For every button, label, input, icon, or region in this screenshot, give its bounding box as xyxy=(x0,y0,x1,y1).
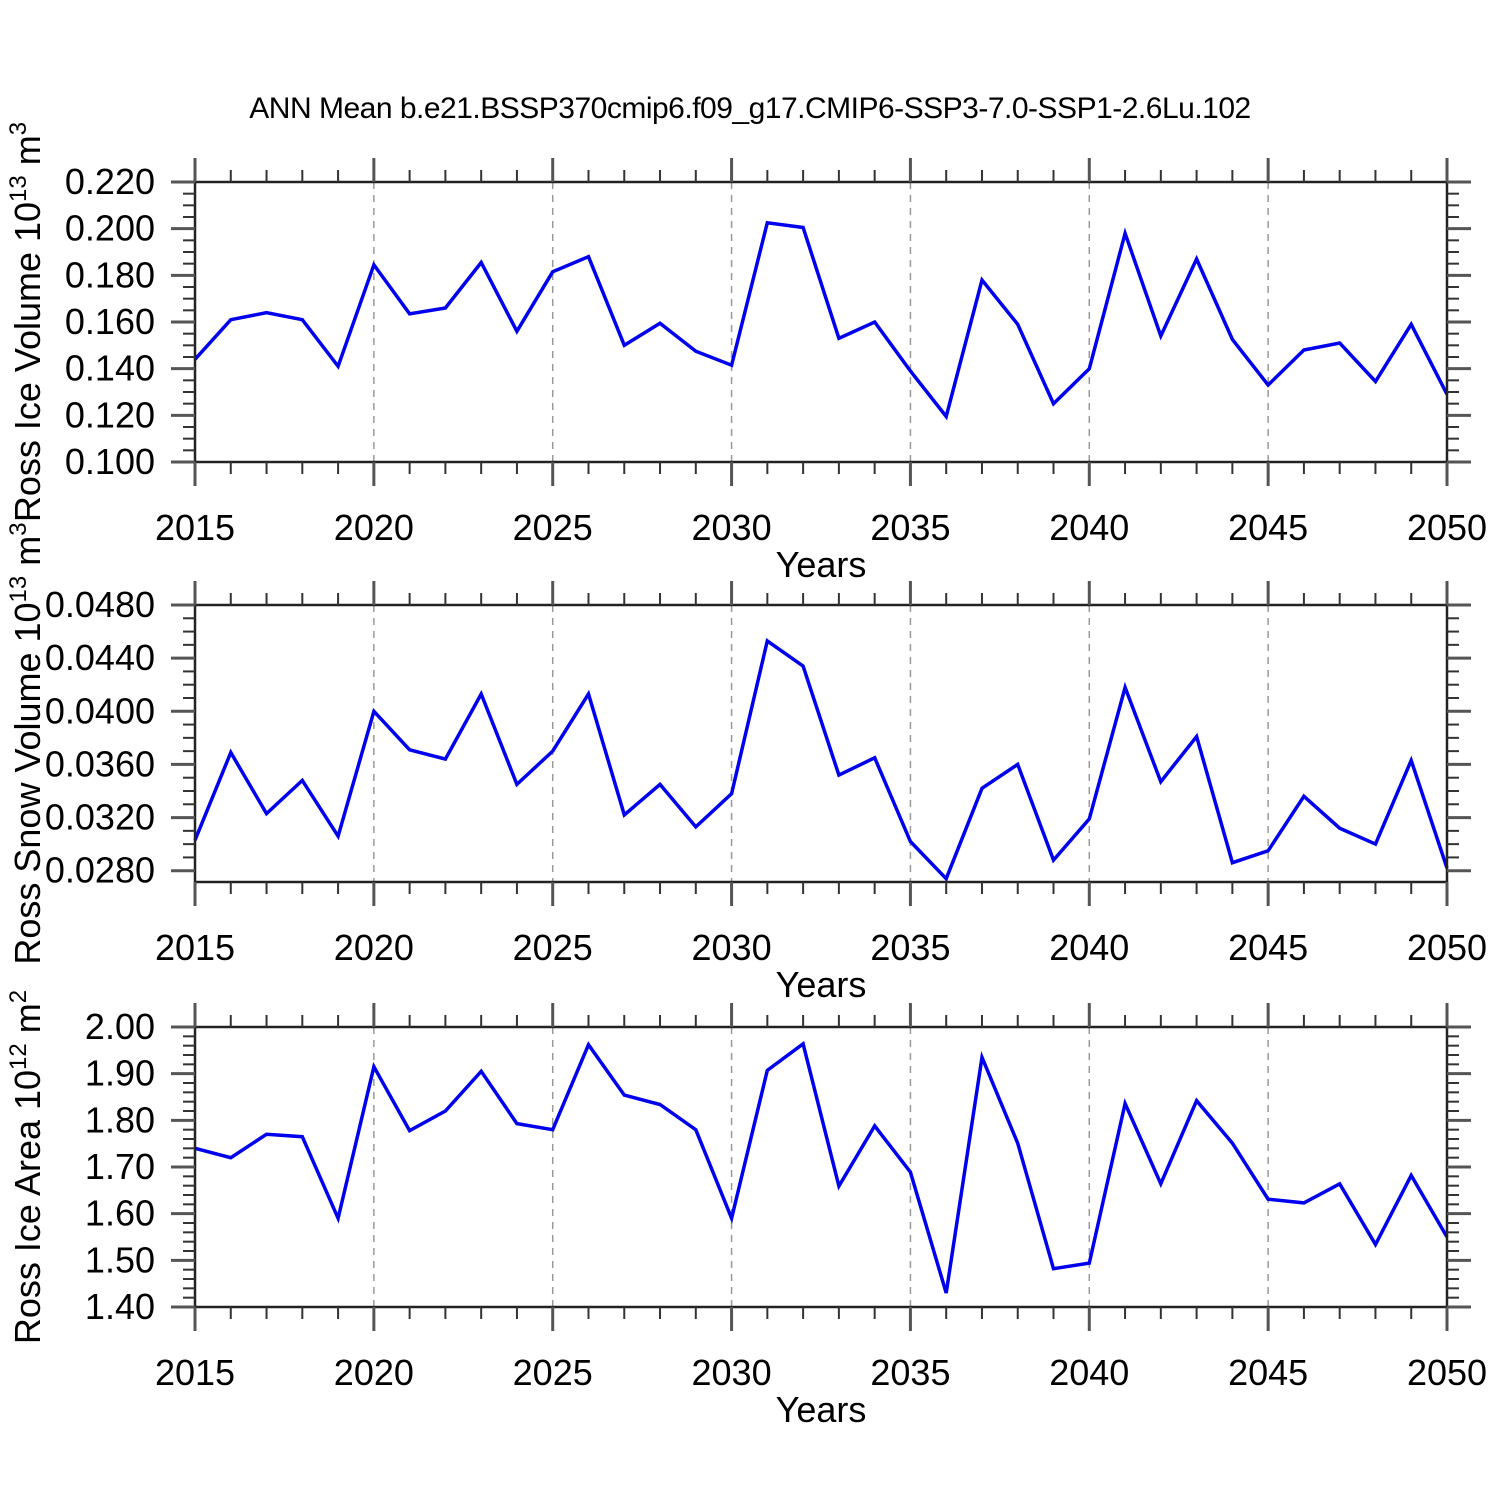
y-tick-label: 2.00 xyxy=(85,1006,155,1047)
x-tick-label: 2030 xyxy=(692,927,772,968)
x-tick-label: 2015 xyxy=(155,1352,235,1393)
x-tick-label: 2025 xyxy=(513,1352,593,1393)
y-tick-label: 1.80 xyxy=(85,1099,155,1140)
x-tick-label: 2030 xyxy=(692,507,772,548)
chart-ross-ice-volume: 0.100 0.120 0.140 0.160 0.180 0.200 0.220 2015 2… xyxy=(5,122,1487,585)
y-tick-label: 0.160 xyxy=(65,301,155,342)
figure-title: ANN Mean b.e21.BSSP370cmip6.f09_g17.CMIP… xyxy=(249,92,1250,125)
x-tick-label: 2040 xyxy=(1049,507,1129,548)
x-tick-label: 2045 xyxy=(1228,507,1308,548)
x-tick-label: 2050 xyxy=(1407,1352,1487,1393)
x-tick-label: 2025 xyxy=(513,927,593,968)
y-tick-label: 0.220 xyxy=(65,161,155,202)
x-tick-label: 2050 xyxy=(1407,927,1487,968)
y-tick-label: 0.0280 xyxy=(45,850,155,891)
x-axis-title: Years xyxy=(776,964,867,1005)
x-tick-label: 2045 xyxy=(1228,927,1308,968)
y-tick-label: 1.40 xyxy=(85,1286,155,1327)
x-tick-label: 2035 xyxy=(870,507,950,548)
y-tick-label: 0.180 xyxy=(65,254,155,295)
x-tick-label: 2040 xyxy=(1049,927,1129,968)
x-tick-label: 2040 xyxy=(1049,1352,1129,1393)
x-tick-label: 2020 xyxy=(334,927,414,968)
data-line xyxy=(194,1040,1449,1294)
x-tick-label: 2020 xyxy=(334,1352,414,1393)
data-line xyxy=(193,637,1449,882)
y-tick-label: 1.90 xyxy=(85,1053,155,1094)
y-tick-label: 0.120 xyxy=(65,394,155,435)
y-tick-label: 1.70 xyxy=(85,1146,155,1187)
y-tick-label: 1.50 xyxy=(85,1239,155,1280)
x-tick-label: 2020 xyxy=(334,507,414,548)
x-tick-label: 2035 xyxy=(870,1352,950,1393)
x-tick-label: 2025 xyxy=(513,507,593,548)
y-axis-title: Ross Snow Volume 1013 m3 xyxy=(5,522,48,964)
data-line xyxy=(193,220,1449,421)
y-tick-label: 0.0400 xyxy=(45,690,155,731)
x-tick-label: 2030 xyxy=(692,1352,772,1393)
plot-border xyxy=(193,603,1449,884)
plot-border xyxy=(193,180,1449,464)
x-tick-label: 2035 xyxy=(870,927,950,968)
x-axis-title: Years xyxy=(776,1389,867,1430)
plot-border xyxy=(193,1025,1449,1309)
y-tick-label: 0.140 xyxy=(65,348,155,389)
chart-ross-snow-volume: 0.0280 0.0320 0.0360 0.0400 0.0440 0.0480 2015… xyxy=(5,522,1487,1005)
y-tick-label: 0.100 xyxy=(65,441,155,482)
x-tick-label: 2015 xyxy=(155,927,235,968)
y-tick-label: 0.0440 xyxy=(45,637,155,678)
x-tick-label: 2050 xyxy=(1407,507,1487,548)
x-tick-label: 2015 xyxy=(155,507,235,548)
chart-ross-ice-area: 1.40 1.50 1.60 1.70 1.80 1.90 2.00 2015 2020 2025… xyxy=(5,990,1487,1430)
y-tick-label: 0.200 xyxy=(65,208,155,249)
y-axis-title: Ross Ice Area 1012 m2 xyxy=(5,990,48,1344)
y-tick-label: 0.0320 xyxy=(45,797,155,838)
x-tick-label: 2045 xyxy=(1228,1352,1308,1393)
y-tick-label: 0.0360 xyxy=(45,743,155,784)
x-axis-title: Years xyxy=(776,544,867,585)
y-tick-label: 0.0480 xyxy=(45,584,155,625)
y-axis-title: Ross Ice Volume 1013 m3 xyxy=(5,122,48,522)
y-tick-label: 1.60 xyxy=(85,1193,155,1234)
